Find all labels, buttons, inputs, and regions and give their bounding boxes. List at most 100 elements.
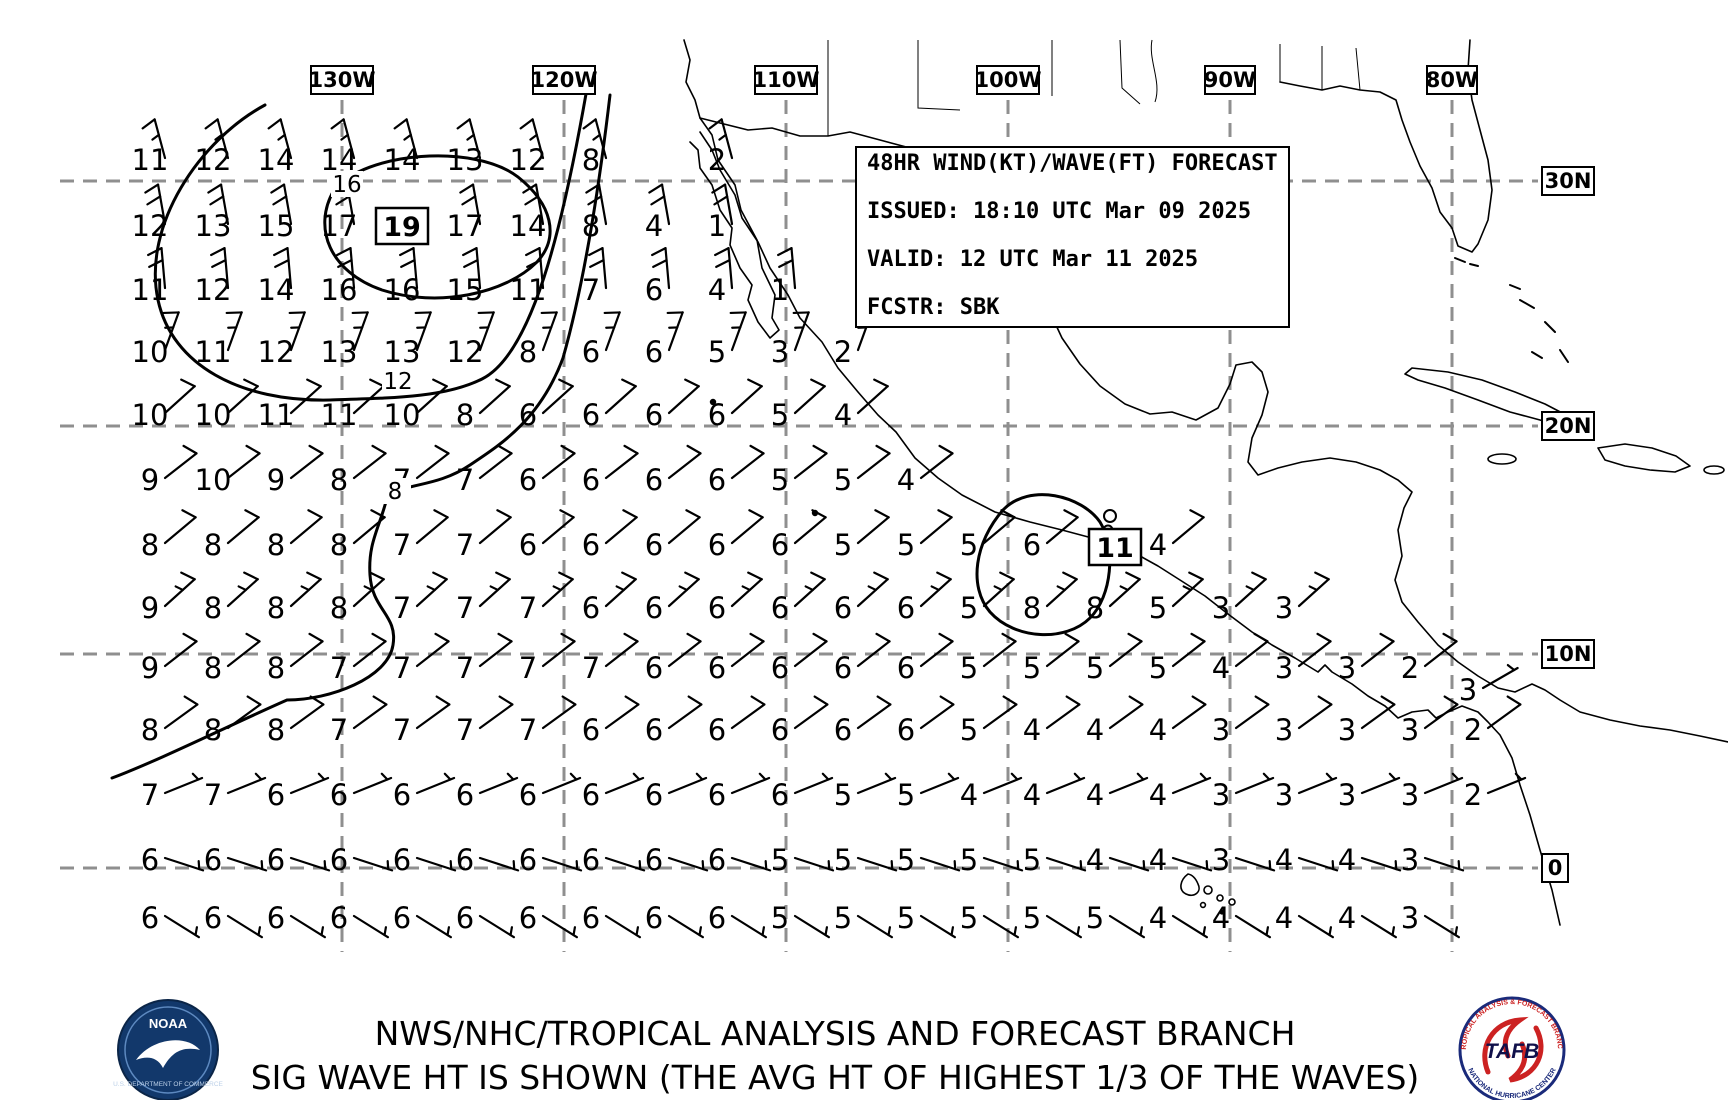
- contour-label: 8: [388, 479, 403, 505]
- station-wave-height: 8: [204, 713, 222, 747]
- wind-barb-icon: [982, 571, 1015, 608]
- station-wave-height: 10: [132, 398, 169, 432]
- station-wave-height: 5: [1149, 591, 1167, 625]
- lat-label-box: [1541, 166, 1595, 196]
- station-wave-height: 6: [834, 713, 852, 747]
- wind-barb-icon: [289, 856, 331, 872]
- forecast-title-box: 48HR WIND(KT)/WAVE(FT) FORECAST ISSUED: …: [855, 146, 1290, 328]
- station-wave-height: 4: [645, 209, 663, 243]
- wind-barb-icon: [793, 444, 828, 480]
- wind-barb-icon: [1297, 856, 1339, 872]
- lat-label-box: [1541, 411, 1595, 441]
- station-wave-height: 3: [1212, 591, 1230, 625]
- wind-barb-icon: [793, 509, 827, 545]
- wind-barb-icon: [1108, 695, 1144, 730]
- wind-barb-icon: [793, 695, 829, 730]
- wind-barb-icon: [163, 914, 201, 939]
- station-wave-height: 4: [1275, 901, 1293, 935]
- wind-barb-icon: [478, 772, 519, 795]
- wind-barb-icon: [226, 444, 261, 480]
- wind-barb-icon: [352, 856, 394, 872]
- station-wave-height: 3: [1401, 778, 1419, 812]
- wind-barb-icon: [793, 914, 831, 939]
- station-wave-height: 6: [393, 901, 411, 935]
- wind-barb-icon: [856, 772, 897, 795]
- lon-label: 120W: [531, 68, 598, 92]
- wind-barb-icon: [226, 632, 261, 668]
- wind-barb-icon: [163, 632, 198, 668]
- wind-barb-icon: [919, 914, 957, 939]
- station-wave-height: 11: [510, 273, 547, 307]
- wind-barb-icon: [1360, 695, 1396, 730]
- wind-barb-icon: [1171, 571, 1204, 608]
- wind-barb-icon: [856, 632, 891, 668]
- lon-label-box: [310, 65, 374, 95]
- wind-barb-icon: [667, 509, 701, 545]
- station-wave-height: 11: [321, 398, 358, 432]
- wind-barb-icon: [541, 632, 576, 668]
- wind-barb-icon: [856, 914, 894, 939]
- station-wave-height: 5: [960, 901, 978, 935]
- station-wave-height: 6: [393, 843, 411, 877]
- station-wave-height: 3: [1459, 673, 1477, 707]
- station-wave-height: 2: [1464, 713, 1482, 747]
- station-wave-height: 6: [456, 843, 474, 877]
- station-wave-height: 16: [384, 273, 421, 307]
- station-wave-height: 4: [1023, 778, 1041, 812]
- wind-barb-icon: [288, 311, 306, 352]
- wind-barb-icon: [588, 247, 608, 290]
- wind-barb-icon: [730, 914, 768, 939]
- wind-barb-icon: [982, 914, 1020, 939]
- wind-barb-icon: [459, 183, 482, 226]
- wind-barb-icon: [399, 247, 419, 290]
- wind-barb-icon: [541, 856, 583, 872]
- station-wave-height: 7: [582, 273, 600, 307]
- station-wave-height: 6: [645, 843, 663, 877]
- wind-barb-icon: [415, 378, 448, 415]
- station-wave-height: 3: [1338, 713, 1356, 747]
- wind-barb-icon: [336, 247, 356, 290]
- station-wave-height: 3: [1275, 778, 1293, 812]
- noaa-logo: NOAA U.S. DEPARTMENT OF COMMERCE: [113, 999, 224, 1100]
- station-wave-height: 6: [834, 651, 852, 685]
- station-wave-height: 5: [897, 778, 915, 812]
- station-wave-height: 3: [1275, 713, 1293, 747]
- station-wave-height: 3: [1212, 843, 1230, 877]
- lon-label-box: [754, 65, 818, 95]
- wind-barb-icon: [415, 856, 457, 872]
- wind-barb-icon: [711, 183, 734, 226]
- station-wave-height: 3: [1401, 843, 1419, 877]
- station-wave-height: 4: [1149, 901, 1167, 935]
- wind-barb-icon: [541, 571, 574, 608]
- station-wave-height: 7: [141, 778, 159, 812]
- wind-barb-icon: [393, 118, 419, 160]
- wind-barb-icon: [1171, 509, 1205, 545]
- bahamas-islands: [1509, 284, 1569, 363]
- wind-barb-icon: [541, 378, 574, 415]
- station-wave-height: 6: [708, 528, 726, 562]
- wind-barb-icon: [1108, 772, 1149, 795]
- station-wave-height: 5: [960, 843, 978, 877]
- wind-barb-icon: [856, 378, 889, 415]
- station-wave-height: 8: [204, 528, 222, 562]
- station-wave-height: 12: [258, 335, 295, 369]
- station-wave-height: 5: [771, 463, 789, 497]
- station-wave-height: 3: [1212, 778, 1230, 812]
- wind-barb-icon: [478, 695, 514, 730]
- station-wave-height: 6: [708, 651, 726, 685]
- wind-barb-icon: [982, 772, 1023, 795]
- wind-barb-icon: [270, 183, 293, 226]
- station-wave-height: 6: [771, 591, 789, 625]
- station-wave-height: 6: [519, 463, 537, 497]
- station-wave-height: 15: [447, 273, 484, 307]
- wind-barb-icon: [919, 772, 960, 795]
- wind-barb-icon: [541, 914, 579, 939]
- wind-barb-icon: [141, 118, 167, 160]
- wind-barb-icon: [522, 183, 545, 226]
- station-wave-height: 6: [519, 398, 537, 432]
- lon-label-box: [1426, 65, 1478, 95]
- wind-barb-icon: [1234, 695, 1270, 730]
- station-wave-height: 6: [582, 713, 600, 747]
- station-wave-height: 6: [519, 528, 537, 562]
- wind-barb-icon: [226, 772, 267, 795]
